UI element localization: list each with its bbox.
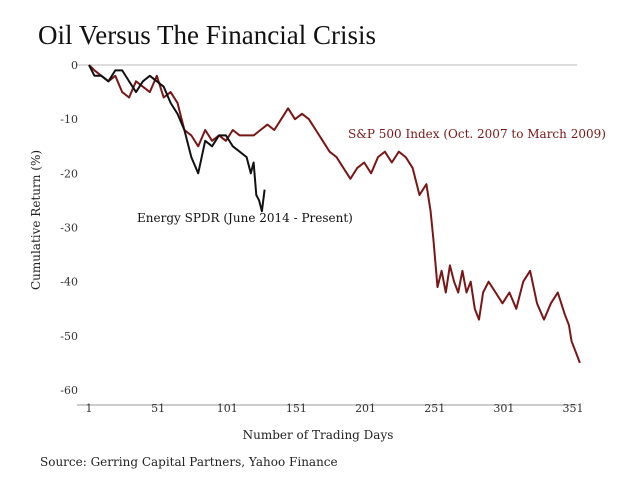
y-tick-label: -40: [60, 276, 78, 289]
x-tick-label: 351: [563, 402, 584, 415]
x-tick-label: 251: [424, 402, 445, 415]
source-note: Source: Gerring Capital Partners, Yahoo …: [40, 455, 338, 469]
y-tick-label: -60: [60, 384, 78, 397]
x-tick-label: 51: [151, 402, 165, 415]
energy-spdr-series-line: [88, 64, 266, 213]
x-tick-label: 301: [493, 402, 514, 415]
x-tick-label: 151: [286, 402, 307, 415]
series-labels: S&P 500 Index (Oct. 2007 to March 2009) E…: [137, 127, 606, 225]
axes: [77, 64, 577, 406]
y-tick-label: -50: [60, 330, 78, 343]
y-tick-label: -30: [60, 222, 78, 235]
x-tick-label: 101: [217, 402, 238, 415]
sp500-series-line: [88, 64, 581, 364]
sp500-series-label: S&P 500 Index (Oct. 2007 to March 2009): [348, 127, 606, 141]
y-tick-label: -20: [60, 167, 78, 180]
y-tick-label: 0: [71, 59, 78, 72]
tick-labels: 0-10-20-30-40-50-601 51 101 151 201 251 301 351: [60, 59, 583, 415]
energy-spdr-series-label: Energy SPDR (June 2014 - Present): [137, 211, 353, 225]
series-lines: [88, 64, 581, 364]
x-axis-label: Number of Trading Days: [242, 428, 394, 442]
x-tick-label: 201: [355, 402, 376, 415]
y-tick-label: -10: [60, 113, 78, 126]
x-tick-label: 1: [86, 402, 93, 415]
chart-title: Oil Versus The Financial Crisis: [38, 20, 376, 50]
